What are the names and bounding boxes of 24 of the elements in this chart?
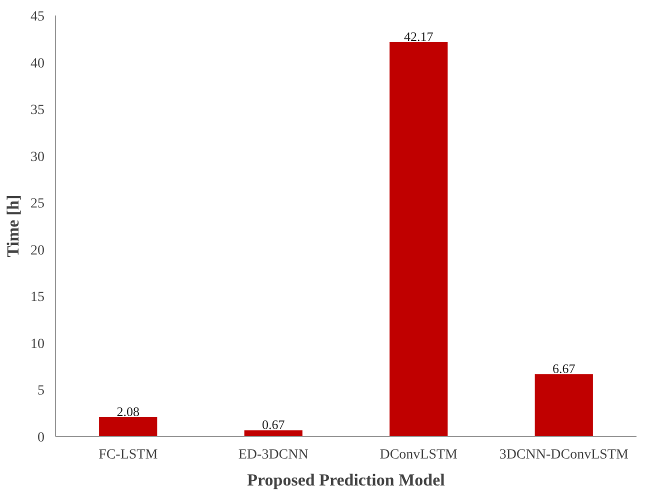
x-tick-label: FC-LSTM xyxy=(98,448,158,462)
y-tick-label: 15 xyxy=(30,290,44,306)
y-tick-label: 5 xyxy=(38,384,44,399)
y-axis-title: Time [h] xyxy=(4,194,22,258)
y-tick-label: 35 xyxy=(30,103,44,118)
bar xyxy=(244,430,302,436)
x-tick-label: ED-3DCNN xyxy=(238,448,308,462)
x-tick-label: 3DCNN-DConvLSTM xyxy=(499,448,629,462)
bar xyxy=(390,42,448,436)
y-tick-label: 45 xyxy=(30,10,44,24)
y-tick-label: 0 xyxy=(38,430,44,446)
data-label: 6.67 xyxy=(552,361,576,376)
x-tick-label: DConvLSTM xyxy=(380,448,458,462)
data-label: 42.17 xyxy=(404,28,434,44)
data-label: 2.08 xyxy=(116,404,140,420)
y-tick-label: 30 xyxy=(30,150,44,165)
y-tick-label: 20 xyxy=(30,243,44,258)
y-tick-label: 25 xyxy=(30,196,44,212)
x-axis-title: Proposed Prediction Model xyxy=(247,470,446,490)
y-tick-label: 40 xyxy=(30,56,44,72)
bar xyxy=(534,374,593,436)
y-tick-label: 10 xyxy=(30,336,44,352)
bar xyxy=(99,417,158,436)
data-label: 0.67 xyxy=(262,417,286,432)
